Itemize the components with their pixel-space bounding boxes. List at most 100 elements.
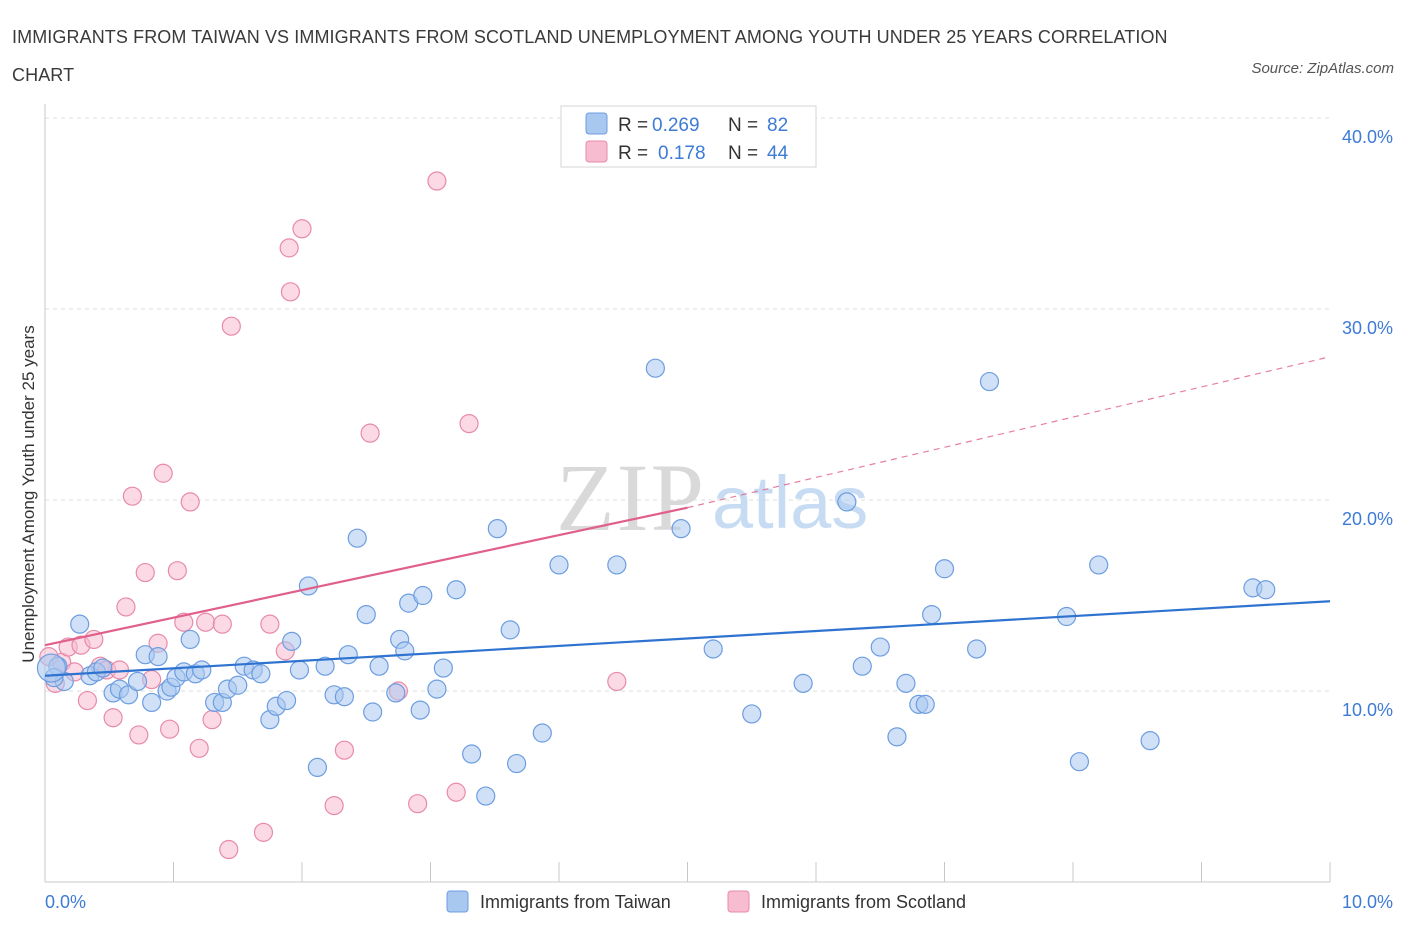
- legend-scotland-r-value: 0.178: [658, 143, 706, 164]
- scotland-point: [153, 463, 173, 483]
- taiwan-point: [532, 723, 552, 743]
- taiwan-point: [356, 604, 376, 625]
- taiwan-point: [671, 519, 691, 539]
- taiwan-point: [967, 639, 987, 659]
- scotland-point: [219, 839, 239, 860]
- taiwan-point: [870, 637, 890, 657]
- taiwan-point: [93, 658, 113, 678]
- taiwan-point: [228, 675, 248, 695]
- taiwan-point: [793, 673, 813, 693]
- taiwan-point: [276, 690, 297, 711]
- y-tick-label: 10.0%: [1342, 700, 1393, 720]
- scotland-point: [135, 562, 155, 583]
- taiwan-point: [289, 660, 310, 680]
- taiwan-point: [703, 639, 723, 659]
- legend-taiwan-r-label: R =: [618, 115, 648, 136]
- scotland-point: [324, 795, 344, 816]
- taiwan-point: [180, 629, 200, 650]
- scotland-points: [39, 171, 627, 860]
- taiwan-point: [427, 679, 447, 699]
- legend-scotland-n-value: 44: [767, 143, 789, 164]
- scotland-point: [446, 782, 466, 802]
- x-tick-label: 10.0%: [1342, 892, 1393, 912]
- taiwan-point: [896, 673, 916, 693]
- taiwan-point: [127, 671, 148, 692]
- scotland-point: [334, 740, 355, 760]
- scotland-point: [116, 597, 136, 617]
- scotland-point: [607, 671, 627, 692]
- chart-title: IMMIGRANTS FROM TAIWAN VS IMMIGRANTS FRO…: [12, 27, 1168, 85]
- taiwan-point: [315, 656, 335, 676]
- taiwan-point: [934, 559, 955, 579]
- scotland-point: [202, 710, 222, 730]
- taiwan-point: [1140, 731, 1160, 751]
- correlation-legend: R = 0.269 N = 82 R = 0.178 N = 44: [560, 105, 817, 168]
- y-axis-title: Unemployment Among Youth under 25 years: [19, 325, 38, 662]
- scotland-point: [408, 794, 428, 814]
- taiwan-point: [837, 492, 857, 512]
- legend-taiwan-r-value: 0.269: [652, 115, 700, 136]
- legend-taiwan-n-value: 82: [767, 115, 788, 136]
- scotland-trend-line: [44, 506, 688, 647]
- scotland-point: [122, 486, 142, 506]
- scotland-point: [459, 414, 479, 434]
- scotland-point: [360, 423, 380, 443]
- taiwan-point: [979, 371, 1000, 392]
- scotland-point: [221, 316, 241, 336]
- taiwan-points: [36, 358, 1276, 806]
- taiwan-point: [487, 519, 507, 539]
- taiwan-point: [1089, 555, 1109, 575]
- taiwan-point: [307, 757, 328, 778]
- taiwan-point: [446, 580, 466, 600]
- taiwan-point: [410, 700, 430, 720]
- taiwan-point: [386, 683, 406, 703]
- taiwan-point: [922, 604, 942, 625]
- trend-lines: [44, 356, 1331, 677]
- legend-scotland-r-label: R =: [618, 143, 648, 164]
- bottom-legend-taiwan-label: Immigrants from Taiwan: [480, 892, 671, 912]
- taiwan-point: [852, 656, 872, 676]
- bottom-legend-taiwan-swatch: [446, 890, 469, 913]
- taiwan-point: [369, 656, 389, 676]
- scotland-point: [167, 561, 187, 581]
- taiwan-point: [148, 647, 168, 667]
- taiwan-point: [282, 631, 302, 651]
- taiwan-point: [742, 704, 762, 724]
- legend-scotland-swatch: [585, 140, 608, 163]
- taiwan-point: [338, 645, 358, 665]
- grid-lines: [45, 117, 1330, 692]
- scotland-point: [77, 690, 98, 711]
- taiwan-point: [506, 753, 527, 774]
- taiwan-point: [1256, 580, 1276, 600]
- taiwan-point: [347, 528, 367, 548]
- taiwan-point: [142, 692, 162, 713]
- scotland-point: [189, 738, 209, 758]
- scotland-point: [212, 614, 232, 634]
- taiwan-point: [251, 664, 271, 684]
- x-tick-label: 0.0%: [45, 892, 86, 912]
- taiwan-point: [462, 744, 482, 764]
- scotland-point: [253, 822, 274, 842]
- bottom-legend-scotland-label: Immigrants from Scotland: [761, 892, 966, 912]
- taiwan-point: [70, 614, 90, 634]
- taiwan-point: [915, 694, 935, 714]
- tick-labels: 10.0% 20.0% 30.0% 40.0% 0.0% 10.0%: [45, 127, 1393, 912]
- scotland-point: [180, 492, 200, 512]
- taiwan-point: [476, 786, 496, 806]
- scotland-point: [280, 282, 301, 302]
- y-tick-label: 30.0%: [1342, 318, 1393, 338]
- taiwan-point: [413, 585, 433, 606]
- taiwan-point: [298, 576, 319, 596]
- scotland-point: [196, 612, 216, 632]
- scotland-point: [427, 171, 447, 191]
- taiwan-point: [395, 641, 415, 661]
- legend-taiwan-n-label: N =: [728, 115, 758, 136]
- y-tick-label: 40.0%: [1342, 127, 1393, 147]
- taiwan-point: [334, 687, 355, 707]
- taiwan-point: [887, 727, 907, 747]
- scotland-point: [279, 238, 299, 258]
- legend-taiwan-swatch: [585, 112, 608, 135]
- scotland-point: [129, 725, 149, 745]
- taiwan-point: [607, 555, 627, 575]
